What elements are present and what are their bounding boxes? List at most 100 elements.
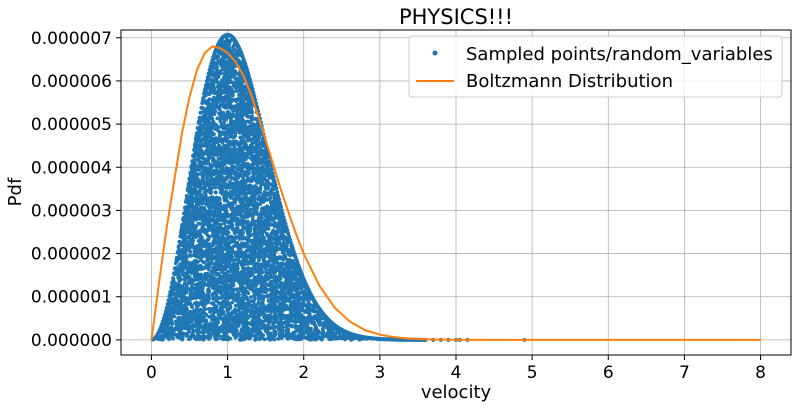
- scatter-point: [202, 280, 207, 285]
- scatter-point: [257, 258, 261, 263]
- scatter-point: [231, 112, 236, 117]
- scatter-point: [248, 254, 253, 258]
- scatter-point: [243, 252, 248, 256]
- scatter-point: [231, 164, 236, 169]
- scatter-point: [241, 224, 246, 229]
- scatter-point: [297, 312, 302, 316]
- scatter-point: [194, 292, 198, 296]
- scatter-point: [236, 307, 241, 312]
- scatter-point: [174, 319, 178, 324]
- scatter-point: [216, 332, 221, 337]
- scatter-point: [230, 300, 235, 305]
- scatter-point: [217, 261, 222, 266]
- scatter-point: [238, 135, 243, 140]
- scatter-point: [194, 203, 199, 208]
- scatter-point: [225, 229, 230, 234]
- scatter-point: [242, 244, 246, 249]
- scatter-point: [285, 248, 290, 253]
- scatter-point: [260, 216, 264, 220]
- scatter-point: [222, 67, 226, 72]
- scatter-point: [200, 303, 205, 307]
- scatter-point: [185, 210, 190, 215]
- scatter-point: [201, 221, 206, 225]
- scatter-point: [268, 195, 273, 200]
- scatter-point: [247, 213, 252, 218]
- scatter-point: [230, 227, 235, 232]
- scatter-point: [161, 337, 165, 342]
- scatter-point: [198, 234, 203, 239]
- scatter-point: [253, 296, 257, 301]
- scatter-point: [197, 207, 202, 211]
- scatter-point: [213, 268, 218, 272]
- scatter-point: [231, 270, 236, 274]
- scatter-point: [252, 289, 257, 294]
- scatter-point: [210, 314, 215, 318]
- scatter-point: [287, 307, 292, 312]
- scatter-point: [291, 281, 296, 286]
- scatter-point: [225, 271, 230, 276]
- scatter-point: [262, 306, 266, 310]
- scatter-point: [193, 258, 198, 263]
- scatter-point: [207, 97, 212, 102]
- scatter-point: [267, 288, 272, 292]
- scatter-point: [193, 230, 198, 234]
- scatter-point: [208, 334, 212, 339]
- scatter-point: [242, 241, 247, 246]
- scatter-point: [196, 221, 201, 226]
- scatter-point: [301, 321, 306, 326]
- scatter-point: [217, 315, 222, 320]
- scatter-point: [182, 232, 187, 236]
- scatter-point: [199, 143, 204, 148]
- scatter-point: [176, 316, 181, 320]
- scatter-point: [255, 163, 260, 168]
- scatter-point: [224, 283, 229, 288]
- scatter-point: [248, 273, 253, 278]
- scatter-point: [278, 276, 283, 281]
- scatter-point: [229, 168, 234, 173]
- scatter-point: [224, 160, 229, 165]
- scatter-point: [228, 126, 233, 130]
- scatter-point: [193, 296, 198, 300]
- scatter-point: [237, 280, 242, 284]
- scatter-point: [196, 146, 201, 151]
- scatter-point: [258, 318, 263, 323]
- scatter-point: [217, 296, 222, 301]
- scatter-point: [182, 313, 187, 318]
- scatter-point: [212, 291, 217, 295]
- scatter-point: [203, 307, 208, 312]
- scatter-point: [261, 311, 266, 315]
- scatter-point: [236, 244, 241, 249]
- scatter-point: [310, 330, 315, 335]
- scatter-point: [213, 336, 218, 340]
- scatter-point: [256, 216, 261, 220]
- scatter-point: [187, 277, 192, 282]
- scatter-point: [169, 309, 174, 313]
- scatter-point: [208, 252, 213, 257]
- scatter-point: [253, 128, 257, 133]
- scatter-point: [285, 336, 290, 341]
- scatter-point: [197, 229, 201, 234]
- scatter-point: [262, 323, 267, 328]
- scatter-point: [318, 317, 323, 321]
- scatter-point: [262, 176, 266, 181]
- scatter-point: [217, 61, 222, 66]
- scatter-point: [222, 236, 226, 241]
- scatter-point: [232, 330, 236, 334]
- scatter-point: [268, 331, 273, 335]
- scatter-point: [213, 185, 218, 190]
- scatter-point: [273, 246, 278, 251]
- scatter-point: [225, 123, 230, 128]
- scatter-point: [234, 335, 238, 339]
- scatter-point: [230, 122, 234, 126]
- scatter-point: [274, 286, 278, 290]
- scatter-point: [215, 116, 220, 121]
- scatter-point: [170, 321, 175, 326]
- sampled-points: [151, 32, 527, 342]
- scatter-point: [249, 279, 254, 283]
- scatter-point: [264, 268, 268, 273]
- scatter-point: [221, 138, 225, 143]
- scatter-point: [230, 48, 235, 53]
- scatter-point: [248, 335, 253, 340]
- scatter-point: [171, 305, 176, 309]
